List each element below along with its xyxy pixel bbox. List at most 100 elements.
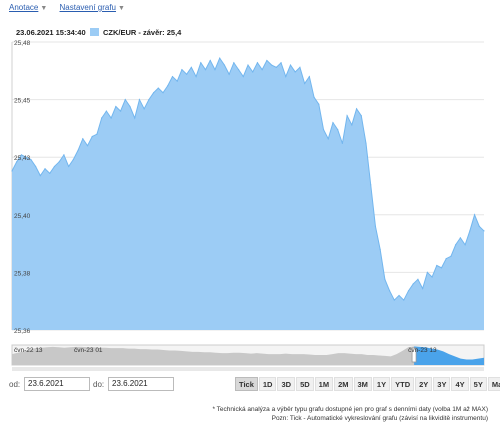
data-point (214, 69, 216, 71)
range-button-3m[interactable]: 3M (353, 377, 372, 391)
data-point (370, 184, 372, 186)
data-point (129, 105, 131, 108)
price-chart[interactable]: 25,48 25,45 25,43 25,40 25,38 25,36 23.06.202… (0, 24, 500, 335)
data-point (313, 96, 315, 98)
data-point (143, 108, 145, 110)
y-tick-label: 25,40 (14, 213, 31, 220)
series-area (12, 58, 484, 330)
data-point (266, 59, 268, 62)
data-point (63, 154, 65, 156)
data-point (365, 142, 367, 144)
data-point (464, 244, 466, 246)
navigator-time-label: čvn-22 13 (14, 347, 43, 354)
data-point (219, 57, 221, 59)
navigator-time-label: čvn-23 01 (74, 347, 103, 354)
navigator-time-label: čvn-23 13 (408, 347, 437, 354)
data-point (16, 161, 18, 163)
data-point (280, 62, 282, 64)
data-point (105, 110, 107, 112)
y-tick-label: 25,43 (14, 155, 31, 162)
range-button-2y[interactable]: 2Y (415, 377, 433, 391)
data-point (242, 75, 244, 78)
data-point (44, 168, 46, 170)
data-point (68, 165, 70, 168)
data-point (247, 64, 249, 66)
data-point (351, 124, 353, 126)
navigator[interactable]: čvn-22 13 čvn-23 01 čvn-23 13 (0, 343, 500, 373)
data-point (322, 128, 325, 131)
data-point (171, 75, 174, 78)
data-point (374, 225, 377, 227)
range-button-3y[interactable]: 3Y (433, 377, 451, 391)
data-point (30, 158, 32, 161)
data-point (360, 115, 362, 117)
data-point (77, 149, 79, 151)
data-point (426, 271, 428, 273)
data-point (157, 87, 159, 89)
range-button-1m[interactable]: 1M (314, 377, 334, 391)
data-point (25, 156, 27, 158)
range-button-5d[interactable]: 5D (296, 377, 314, 391)
data-point (417, 278, 419, 280)
range-button-3d[interactable]: 3D (277, 377, 296, 391)
to-date-input[interactable] (108, 377, 174, 391)
range-button-1d[interactable]: 1D (258, 377, 277, 391)
navigator-area (12, 346, 415, 365)
data-point (299, 66, 301, 68)
data-point (271, 64, 273, 66)
data-point (445, 257, 447, 260)
data-point (162, 92, 164, 94)
data-point (389, 290, 391, 292)
data-point (469, 230, 471, 232)
footnotes: * Technická analýza a výběr typu grafu d… (212, 405, 488, 423)
data-point (422, 287, 424, 290)
data-point (450, 255, 452, 257)
legend-swatch (90, 28, 99, 36)
range-button-tick[interactable]: Tick (235, 377, 258, 391)
data-point (304, 82, 306, 85)
data-point (289, 64, 292, 66)
data-point (96, 133, 98, 135)
chevron-down-icon: ▼ (40, 5, 48, 12)
data-point (332, 122, 334, 124)
range-button-4y[interactable]: 4Y (451, 377, 469, 391)
data-point (256, 62, 259, 64)
data-point (308, 75, 310, 78)
annotations-link[interactable]: Anotace ▼ (9, 3, 48, 12)
data-point (200, 62, 202, 64)
data-point (252, 71, 254, 73)
legend-series-label: CZK/EUR - závěr: 25,4 (103, 28, 182, 37)
footnote-line-2: Pozn: Tick - Automatické vykreslování gr… (271, 415, 488, 422)
data-point (138, 99, 141, 101)
from-date-input[interactable] (24, 377, 90, 391)
data-point (195, 75, 197, 78)
data-point (101, 117, 103, 119)
data-point (285, 75, 287, 78)
data-point (393, 299, 395, 301)
range-button-2m[interactable]: 2M (334, 377, 353, 391)
data-point (459, 237, 461, 239)
chart-settings-link[interactable]: Nastavení grafu ▼ (59, 3, 125, 12)
to-label: do: (93, 380, 105, 389)
data-point (82, 138, 84, 140)
navigator-handle[interactable] (411, 347, 417, 363)
data-point (337, 128, 339, 131)
data-point (91, 135, 93, 138)
y-tick-label: 25,38 (14, 270, 31, 277)
navigator-svg: čvn-22 13 čvn-23 01 čvn-23 13 (11, 344, 485, 371)
navigator-scrollbar[interactable] (12, 367, 484, 371)
range-button-ytd[interactable]: YTD (391, 377, 415, 391)
range-button-1y[interactable]: 1Y (372, 377, 391, 391)
data-point (327, 138, 329, 140)
range-button-5y[interactable]: 5Y (469, 377, 487, 391)
data-point (346, 115, 348, 117)
data-point (275, 66, 277, 68)
data-point (436, 264, 438, 267)
data-point (412, 283, 414, 285)
price-chart-svg: 25,48 25,45 25,43 25,40 25,38 25,36 23.06.202… (11, 28, 485, 335)
data-point (473, 214, 476, 216)
data-point (167, 85, 169, 87)
data-point (209, 59, 211, 62)
data-point (318, 103, 320, 105)
range-button-max[interactable]: Max (487, 377, 500, 391)
